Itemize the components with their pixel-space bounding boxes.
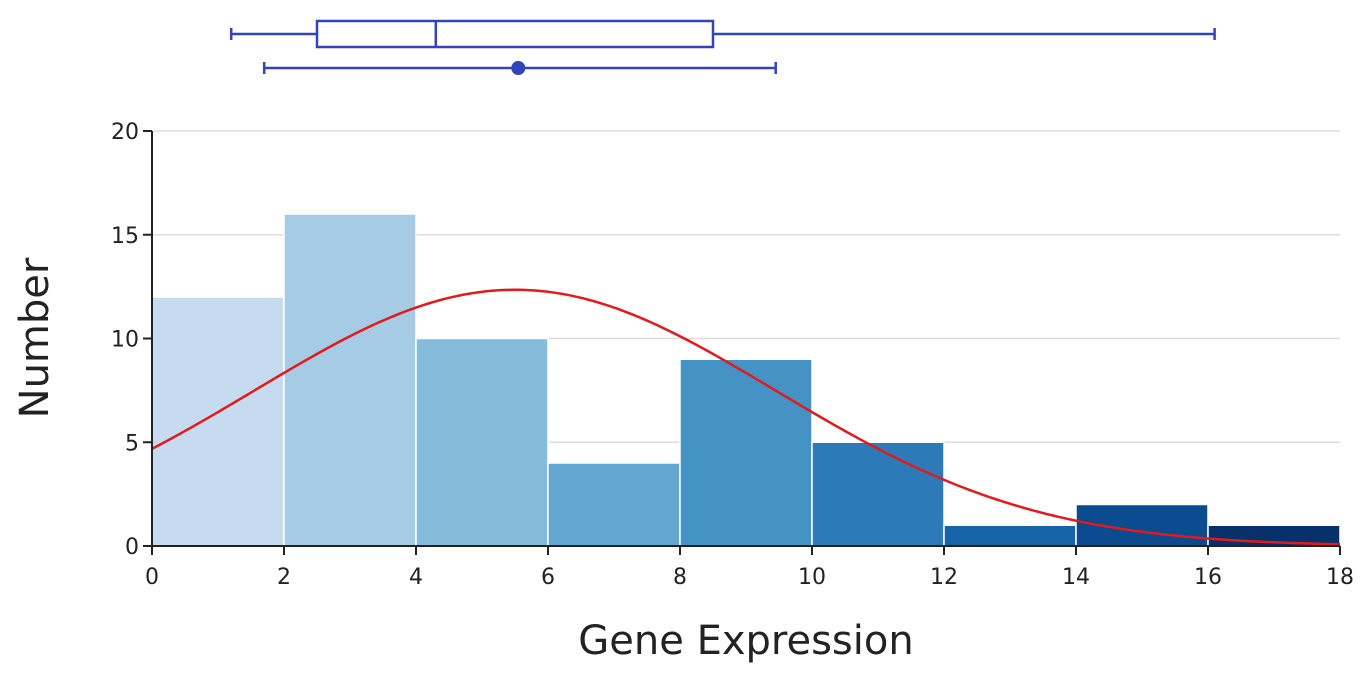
y-tick-label-0: 0: [125, 535, 139, 560]
mean-point: [511, 61, 526, 75]
x-tick-label-2: 2: [277, 565, 291, 590]
normal-fit-curve-group: [151, 288, 1341, 546]
x-axis-title: Gene Expression: [578, 618, 913, 664]
histogram-bars: [151, 213, 1341, 547]
y-tick-label-15: 15: [111, 224, 139, 249]
histogram-bar-6: [943, 524, 1077, 547]
y-tick-label-5: 5: [125, 431, 139, 456]
x-tick-label-10: 10: [798, 565, 826, 590]
axes: 0 5 10 15 20 0 2 4 6 8 10 12 14 16 18: [111, 120, 1354, 590]
boxplot-box: [315, 19, 715, 49]
x-tick-label-14: 14: [1062, 565, 1090, 590]
x-tick-label-4: 4: [409, 565, 423, 590]
x-tick-label-0: 0: [145, 565, 159, 590]
histogram-bar-4: [679, 358, 813, 547]
histogram-bar-2: [415, 337, 549, 547]
histogram-bar-5: [811, 441, 945, 547]
y-tick-label-20: 20: [111, 120, 139, 145]
boxplot-group: [229, 19, 1216, 75]
histogram-bar-3: [547, 462, 681, 547]
normal-fit-curve: [151, 288, 1341, 546]
x-tick-label-12: 12: [930, 565, 958, 590]
x-tick-label-16: 16: [1194, 565, 1222, 590]
x-tick-label-18: 18: [1326, 565, 1354, 590]
histogram-bar-0: [151, 296, 285, 547]
x-tick-label-6: 6: [541, 565, 555, 590]
histogram-bar-1: [283, 213, 417, 547]
x-tick-label-8: 8: [673, 565, 687, 590]
y-axis-title: Number: [12, 257, 58, 418]
y-tick-label-10: 10: [111, 328, 139, 353]
